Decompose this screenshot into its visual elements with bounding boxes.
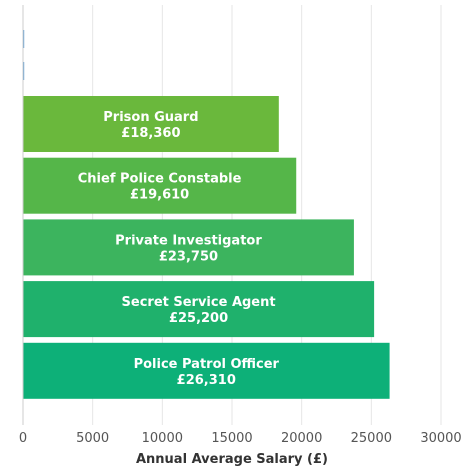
bar-value-label: £19,610	[130, 188, 189, 203]
bar-category-label: Secret Service Agent	[122, 295, 276, 310]
x-tick-label: 0	[19, 431, 27, 446]
bars: Prison Guard£18,360 Chief Police Constabl…	[23, 30, 390, 399]
bar	[23, 219, 354, 276]
bar	[23, 96, 279, 152]
bar-value-label: £25,200	[169, 311, 228, 326]
bar	[23, 30, 25, 48]
bar	[23, 157, 297, 214]
x-tick-label: 20000	[281, 431, 322, 446]
bar-category-label: Prison Guard	[103, 110, 198, 125]
bar-value-label: £26,310	[177, 373, 236, 388]
x-tick-label: 15000	[211, 431, 252, 446]
x-tick-label: 25000	[351, 431, 392, 446]
bar-value-label: £23,750	[159, 249, 218, 264]
x-tick-label: 5000	[76, 431, 109, 446]
bar	[23, 281, 375, 338]
bar-category-label: Police Patrol Officer	[134, 357, 280, 372]
bar-category-label: Chief Police Constable	[78, 172, 242, 187]
x-tick-label: 10000	[142, 431, 183, 446]
bar-category-label: Private Investigator	[115, 233, 262, 248]
x-axis-label: Annual Average Salary (£)	[136, 452, 328, 467]
bar	[23, 62, 25, 80]
bar-value-label: £18,360	[121, 126, 180, 141]
x-tick-label: 30000	[420, 431, 461, 446]
x-axis-ticks: 0 5000 10000 15000 20000 25000 30000	[19, 431, 462, 446]
bar	[23, 342, 390, 399]
